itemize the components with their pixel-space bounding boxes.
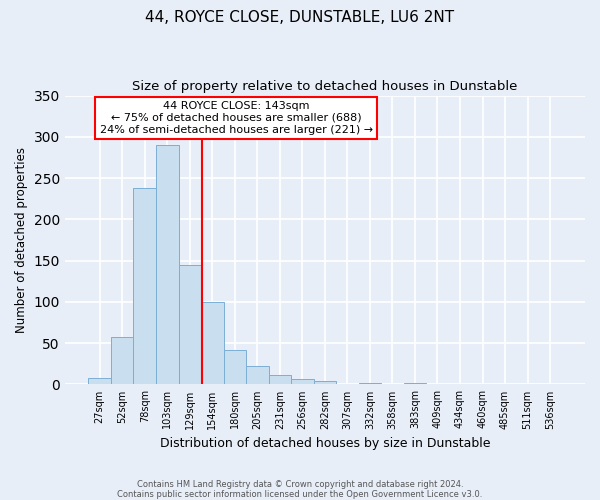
- X-axis label: Distribution of detached houses by size in Dunstable: Distribution of detached houses by size …: [160, 437, 490, 450]
- Bar: [291, 380, 314, 384]
- Bar: [201, 302, 224, 384]
- Text: 44 ROYCE CLOSE: 143sqm
← 75% of detached houses are smaller (688)
24% of semi-de: 44 ROYCE CLOSE: 143sqm ← 75% of detached…: [100, 102, 373, 134]
- Bar: [179, 265, 201, 384]
- Bar: [156, 145, 179, 384]
- Bar: [111, 338, 133, 384]
- Bar: [269, 374, 291, 384]
- Bar: [359, 383, 381, 384]
- Bar: [246, 366, 269, 384]
- Text: 44, ROYCE CLOSE, DUNSTABLE, LU6 2NT: 44, ROYCE CLOSE, DUNSTABLE, LU6 2NT: [145, 10, 455, 25]
- Title: Size of property relative to detached houses in Dunstable: Size of property relative to detached ho…: [132, 80, 518, 93]
- Bar: [88, 378, 111, 384]
- Bar: [314, 381, 336, 384]
- Y-axis label: Number of detached properties: Number of detached properties: [15, 147, 28, 333]
- Text: Contains HM Land Registry data © Crown copyright and database right 2024.
Contai: Contains HM Land Registry data © Crown c…: [118, 480, 482, 499]
- Bar: [224, 350, 246, 384]
- Bar: [133, 188, 156, 384]
- Bar: [404, 383, 426, 384]
